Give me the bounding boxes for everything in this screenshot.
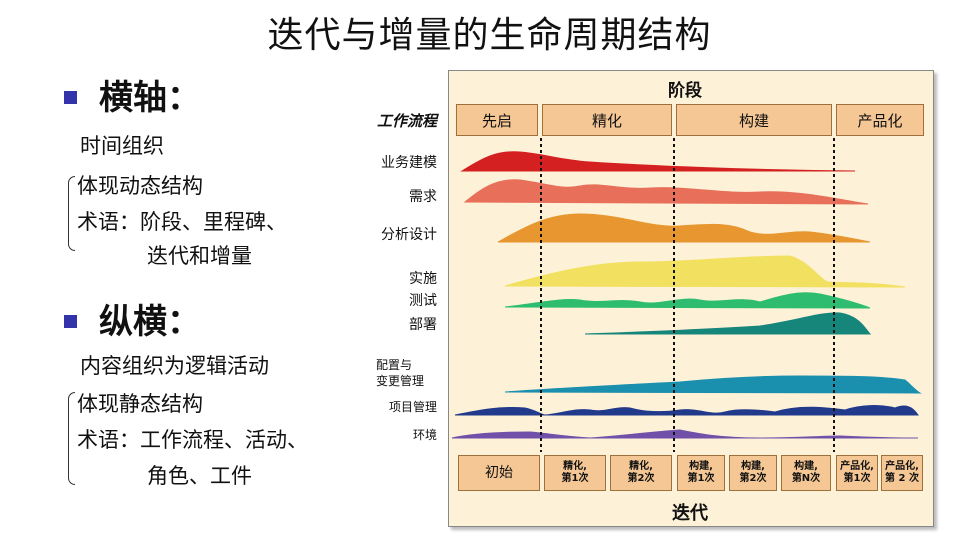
iteration-trans-2: 产品化, 第 2 次: [881, 455, 923, 491]
deployment-curve: [584, 312, 872, 335]
iteration-const-1: 构建, 第1次: [677, 455, 725, 491]
brace-bottom: [68, 240, 75, 251]
phase-inception: 先启: [456, 104, 538, 136]
bullet-square-icon: [64, 90, 77, 104]
iteration-trans-1: 产品化, 第1次: [836, 455, 878, 491]
phase-transition: 产品化: [836, 104, 924, 136]
phases-title: 阶段: [668, 81, 702, 101]
discipline-requirements: 需求: [409, 189, 437, 205]
brace-line: [68, 402, 77, 474]
iteration-const-n: 构建, 第N次: [781, 455, 831, 491]
iteration-initial: 初始: [458, 455, 540, 491]
discipline-deployment: 部署: [409, 317, 437, 333]
iterations-title: 迭代: [672, 503, 708, 524]
phase-construction: 构建: [676, 104, 832, 136]
horizontal-heading-text: 横轴：: [99, 78, 201, 118]
page-title: 迭代与增量的生命周期结构: [267, 15, 712, 56]
lifecycle-panel: [448, 70, 934, 527]
vertical-line3: 术语：工作流程、活动、: [77, 428, 308, 452]
phase-elaboration: 精化: [542, 104, 672, 136]
horizontal-line1: 时间组织: [80, 134, 164, 158]
test-curve: [504, 292, 871, 309]
discipline-analysis: 分析设计: [381, 227, 437, 243]
brace-top: [68, 392, 75, 403]
discipline-config-1: 配置与: [376, 358, 413, 372]
workflow-label: 工作流程: [376, 112, 437, 130]
horizontal-line4: 迭代和增量: [147, 244, 252, 268]
iteration-elab-1: 精化, 第1次: [544, 455, 606, 491]
discipline-environment: 环境: [412, 428, 437, 442]
bullet-square-icon: [64, 314, 77, 328]
analysis-curve: [497, 213, 871, 243]
environment-curve: [451, 429, 919, 439]
discipline-config-2: 变更管理: [376, 374, 425, 388]
requirements-curve: [463, 179, 869, 205]
brace-line: [68, 186, 77, 240]
discipline-project: 项目管理: [388, 400, 437, 414]
vertical-heading-text: 纵横：: [99, 302, 201, 342]
vertical-line4: 角色、工件: [147, 464, 252, 488]
iteration-const-2: 构建, 第2次: [729, 455, 777, 491]
discipline-business: 业务建模: [381, 155, 437, 171]
implementation-curve: [504, 255, 906, 288]
horizontal-line2: 体现动态结构: [77, 174, 203, 198]
brace-top: [68, 176, 75, 187]
business-curve: [460, 151, 856, 172]
vertical-heading: 纵横：: [64, 294, 201, 343]
vertical-line2: 体现静态结构: [77, 392, 203, 416]
milestone-lines: [540, 138, 835, 452]
config-curve: [504, 375, 922, 394]
vertical-line1: 内容组织为逻辑活动: [80, 354, 269, 378]
horizontal-line3: 术语：阶段、里程碑、: [77, 210, 287, 234]
iteration-elab-2: 精化, 第2次: [610, 455, 672, 491]
brace-bottom: [68, 474, 75, 485]
horizontal-heading: 横轴：: [64, 70, 201, 119]
project-curve: [454, 405, 919, 416]
discipline-implementation: 实施: [409, 271, 437, 287]
discipline-test: 测试: [409, 293, 437, 309]
